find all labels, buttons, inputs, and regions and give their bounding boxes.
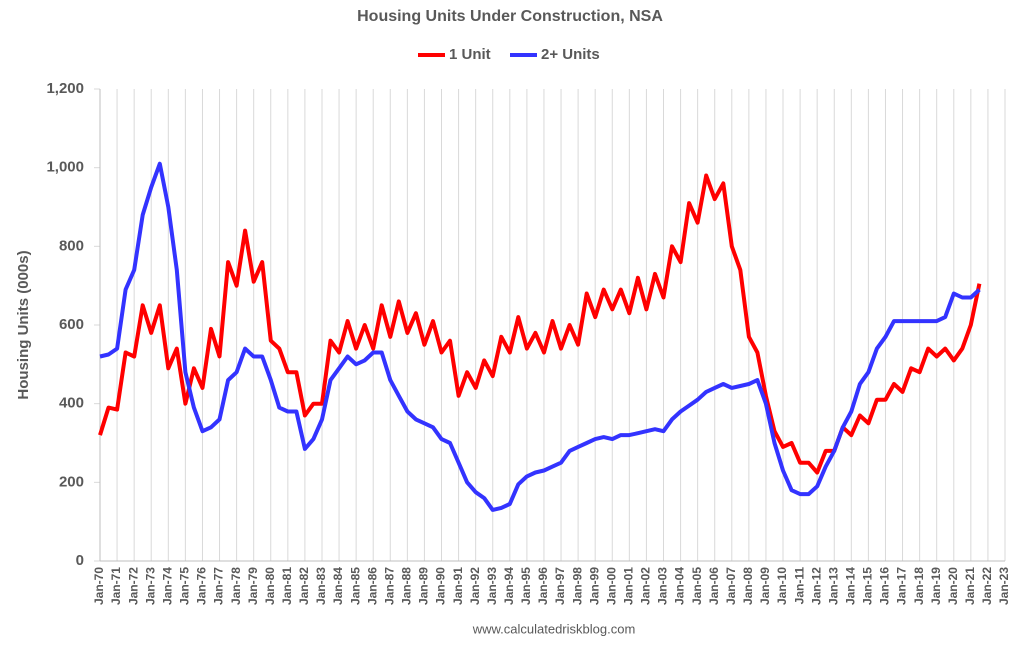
x-tick-label: Jan-87 [382, 567, 396, 605]
x-tick-label: Jan-13 [826, 567, 840, 605]
y-tick-label: 0 [76, 552, 84, 569]
x-tick-label: Jan-12 [809, 567, 823, 605]
x-tick-label: Jan-21 [963, 567, 977, 605]
x-tick-label: Jan-76 [195, 567, 209, 605]
x-tick-label: Jan-15 [861, 567, 875, 605]
x-tick-label: Jan-93 [485, 567, 499, 605]
x-tick-label: Jan-05 [690, 567, 704, 605]
x-tick-label: Jan-19 [929, 567, 943, 605]
x-tick-label: Jan-88 [400, 567, 414, 605]
x-tick-label: Jan-16 [878, 567, 892, 605]
x-tick-label: Jan-03 [656, 567, 670, 605]
x-tick-label: Jan-90 [434, 567, 448, 605]
x-tick-label: Jan-04 [673, 567, 687, 605]
x-tick-label: Jan-70 [92, 567, 106, 605]
x-tick-label: Jan-99 [587, 567, 601, 605]
x-tick-label: Jan-10 [775, 567, 789, 605]
series-line [99, 161, 981, 512]
y-tick-label: 600 [59, 316, 84, 333]
legend-label: 2+ Units [541, 46, 600, 63]
x-tick-label: Jan-97 [553, 567, 567, 605]
x-tick-label: Jan-01 [622, 567, 636, 605]
x-tick-label: Jan-17 [895, 567, 909, 605]
x-tick-label: Jan-20 [946, 567, 960, 605]
x-tick-label: Jan-94 [502, 567, 516, 605]
x-tick-label: Jan-95 [519, 567, 533, 605]
x-tick-label: Jan-75 [178, 567, 192, 605]
x-tick-label: Jan-91 [451, 567, 465, 605]
x-tick-label: Jan-14 [843, 567, 857, 605]
chart-title: Housing Units Under Construction, NSA [357, 8, 663, 25]
x-tick-label: Jan-83 [314, 567, 328, 605]
source-note: www.calculatedriskblog.com [472, 621, 636, 636]
x-tick-label: Jan-89 [417, 567, 431, 605]
x-tick-label: Jan-06 [707, 567, 721, 605]
x-tick-label: Jan-02 [639, 567, 653, 605]
y-tick-label: 800 [59, 237, 84, 254]
x-tick-label: Jan-78 [229, 567, 243, 605]
x-tick-label: Jan-80 [263, 567, 277, 605]
series-line [98, 173, 982, 475]
x-tick-label: Jan-86 [365, 567, 379, 605]
y-tick-label: 1,200 [46, 80, 84, 97]
x-tick-label: Jan-23 [997, 567, 1011, 605]
x-tick-label: Jan-74 [160, 567, 174, 605]
x-tick-label: Jan-73 [143, 567, 157, 605]
x-tick-label: Jan-85 [348, 567, 362, 605]
x-tick-label: Jan-22 [980, 567, 994, 605]
y-tick-label: 1,000 [46, 159, 84, 176]
x-tick-label: Jan-98 [570, 567, 584, 605]
x-tick-label: Jan-09 [758, 567, 772, 605]
x-tick-label: Jan-11 [792, 567, 806, 605]
x-tick-label: Jan-08 [741, 567, 755, 605]
x-tick-label: Jan-96 [536, 567, 550, 605]
x-tick-label: Jan-82 [297, 567, 311, 605]
y-tick-label: 200 [59, 473, 84, 490]
x-tick-label: Jan-72 [126, 567, 140, 605]
x-tick-label: Jan-81 [280, 567, 294, 605]
x-tick-label: Jan-07 [724, 567, 738, 605]
x-tick-label: Jan-00 [604, 567, 618, 605]
y-tick-label: 400 [59, 395, 84, 412]
legend-label: 1 Unit [449, 46, 491, 63]
x-tick-label: Jan-71 [109, 567, 123, 605]
y-axis-label: Housing Units (000s) [15, 250, 32, 399]
x-tick-label: Jan-84 [331, 567, 345, 605]
x-tick-label: Jan-79 [246, 567, 260, 605]
x-tick-label: Jan-77 [212, 567, 226, 605]
x-tick-label: Jan-92 [468, 567, 482, 605]
x-tick-label: Jan-18 [912, 567, 926, 605]
